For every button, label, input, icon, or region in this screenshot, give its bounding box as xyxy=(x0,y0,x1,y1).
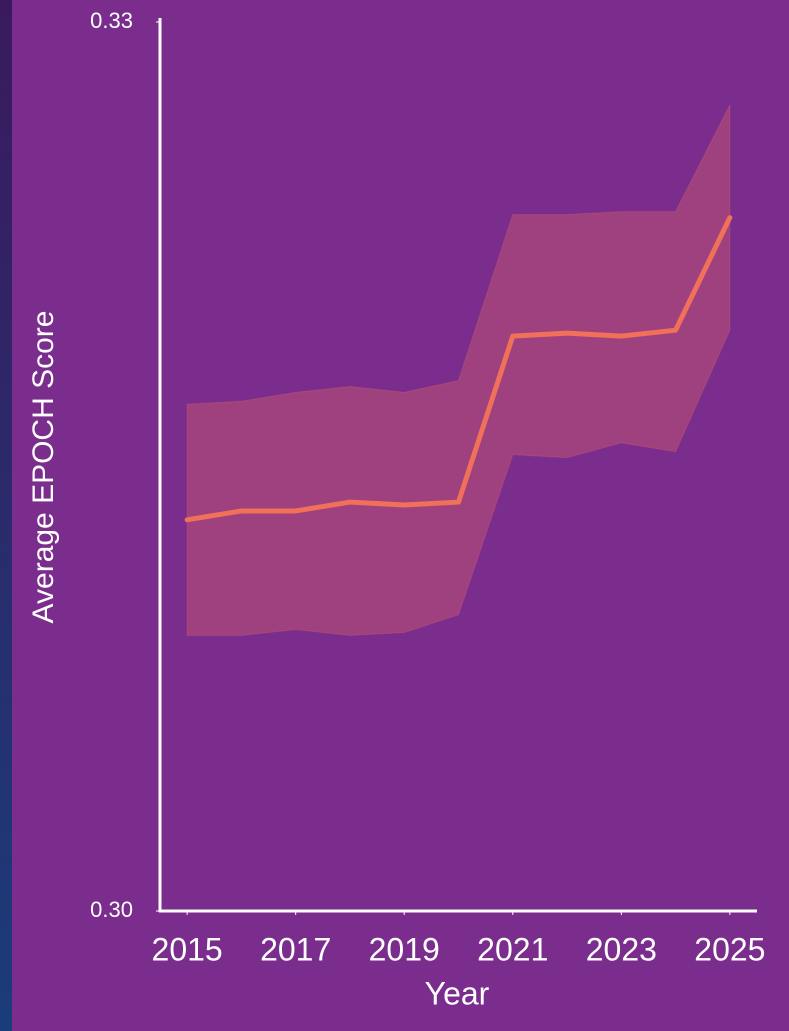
line xyxy=(184,215,733,523)
confidence-band xyxy=(186,104,731,636)
x-tick-label: 2019 xyxy=(369,931,440,967)
y-tick-label: 0.30 xyxy=(90,897,133,922)
x-tick-label: 2017 xyxy=(260,931,331,967)
x-tick-label: 2023 xyxy=(586,931,657,967)
x-axis-label: Year xyxy=(425,975,490,1011)
edge-strip xyxy=(0,0,12,1031)
x-tick-label: 2025 xyxy=(694,931,765,967)
x-tick-label: 2021 xyxy=(477,931,548,967)
x-tick-label: 2015 xyxy=(152,931,223,967)
y-tick-label: 0.33 xyxy=(90,8,133,33)
y-axis-label: Average EPOCH Score xyxy=(27,311,60,624)
